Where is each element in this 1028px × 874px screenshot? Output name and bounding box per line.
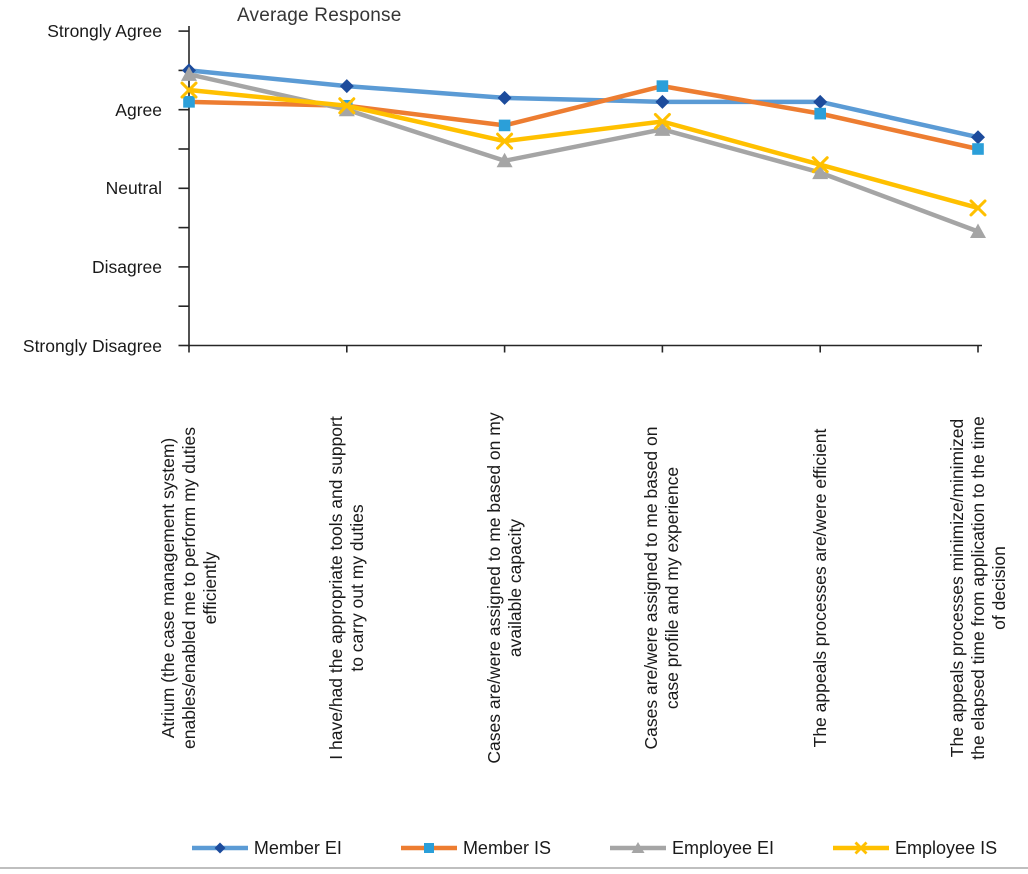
y-axis-label-strongly-disagree: Strongly Disagree xyxy=(22,335,162,356)
category-label-line: The appeals processes are/were efficient xyxy=(809,428,830,748)
marker-employee-ei xyxy=(338,101,355,117)
legend-label-member-ei: Member EI xyxy=(253,837,342,858)
series-line-member-is xyxy=(186,83,981,152)
legend-swatch-member-ei xyxy=(191,842,248,854)
marker-employee-is xyxy=(496,132,514,150)
marker-employee-ei xyxy=(654,121,671,136)
category-label-6: The appeals processes minimize/minimized… xyxy=(900,353,1028,823)
marker-member-ei xyxy=(813,94,828,109)
category-label-4: Cases are/were assigned to me based on ca… xyxy=(584,353,740,823)
category-label-line: of decision xyxy=(988,546,1009,630)
marker-member-is xyxy=(814,107,826,120)
marker-employee-is xyxy=(969,199,987,217)
category-label-line: Cases are/were assigned to me based on xyxy=(641,426,662,750)
y-axis-label-strongly-agree: Strongly Agree xyxy=(47,21,162,42)
category-label-line: to carry out my duties xyxy=(346,504,367,672)
legend: Member EI Member IS Employee EI Employee IS xyxy=(160,836,1028,860)
marker-member-ei xyxy=(655,94,670,109)
marker-employee-is xyxy=(180,81,198,99)
marker-employee-is xyxy=(653,112,671,130)
legend-item-employee-is: Employee IS xyxy=(832,838,997,859)
legend-swatch-employee-is xyxy=(833,841,890,855)
marker-member-ei xyxy=(339,79,354,94)
category-label-line: I have/had the appropriate tools and sup… xyxy=(325,416,346,760)
category-label-line: Atrium (the case management system) xyxy=(157,437,178,739)
legend-marker-triangle-icon xyxy=(631,842,645,853)
legend-item-employee-ei: Employee EI xyxy=(609,838,774,859)
series-line-member-ei xyxy=(186,68,981,140)
legend-marker-square-icon xyxy=(423,843,434,853)
category-label-line: efficiently xyxy=(199,551,220,625)
marker-member-is xyxy=(972,143,984,155)
category-label-1: Atrium (the case management system) enabl… xyxy=(111,353,267,823)
legend-marker-x-icon xyxy=(854,841,868,855)
legend-marker-diamond-icon xyxy=(214,842,226,854)
marker-employee-ei xyxy=(181,66,197,81)
category-label-line: enables/enabled me to perform my duties xyxy=(178,427,199,749)
category-label-2: I have/had the appropriate tools and sup… xyxy=(269,353,425,823)
category-label-3: Cases are/were assigned to me based on m… xyxy=(427,353,583,823)
marker-member-ei xyxy=(497,90,512,105)
series-line-employee-is xyxy=(186,87,981,211)
legend-item-member-is: Member IS xyxy=(400,838,551,859)
category-label-5: The appeals processes are/were efficient xyxy=(742,353,898,823)
plot-area xyxy=(178,26,987,353)
category-label-line: The appeals processes minimize/minimized xyxy=(946,418,967,758)
legend-label-member-is: Member IS xyxy=(462,837,551,858)
marker-employee-ei xyxy=(812,164,829,180)
marker-employee-ei xyxy=(970,223,986,239)
category-label-line: available capacity xyxy=(504,518,525,658)
marker-member-is xyxy=(498,119,511,132)
legend-label-employee-is: Employee IS xyxy=(895,837,998,858)
legend-item-member-ei: Member EI xyxy=(191,838,342,859)
category-label-line: the elapsed time from application to the… xyxy=(967,416,988,760)
y-axis-label-disagree: Disagree xyxy=(91,256,162,277)
legend-label-employee-ei: Employee EI xyxy=(671,837,775,858)
page-border-bottom xyxy=(0,867,1028,869)
marker-member-ei xyxy=(971,130,985,145)
marker-member-is xyxy=(656,80,669,92)
chart-title: Average Response xyxy=(237,5,402,26)
category-label-line: Cases are/were assigned to me based on m… xyxy=(483,412,504,764)
y-axis-label-agree: Agree xyxy=(115,99,162,120)
marker-employee-is xyxy=(338,97,356,115)
category-label-line: case profile and my experience xyxy=(662,466,683,710)
marker-employee-ei xyxy=(496,152,513,168)
legend-swatch-member-is xyxy=(400,843,457,853)
y-axis-label-neutral: Neutral xyxy=(105,178,162,199)
marker-employee-is xyxy=(811,156,829,174)
marker-member-is xyxy=(183,96,195,108)
legend-swatch-employee-ei xyxy=(609,842,666,853)
